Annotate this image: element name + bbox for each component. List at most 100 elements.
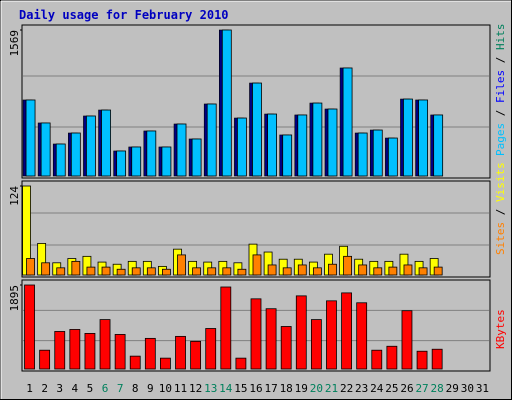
legend-entry: Files xyxy=(494,70,507,103)
x-tick-label: 23 xyxy=(355,382,368,395)
x-tick-label: 16 xyxy=(249,382,262,395)
bar xyxy=(433,114,444,177)
x-tick-label: 1 xyxy=(26,382,33,395)
x-tick-label: 24 xyxy=(370,382,384,395)
bar xyxy=(26,258,35,276)
bar xyxy=(252,254,262,276)
bar xyxy=(386,345,398,370)
bar xyxy=(101,109,111,177)
bar xyxy=(84,333,96,370)
x-tick-label: 6 xyxy=(102,382,109,395)
x-tick-label: 15 xyxy=(234,382,247,395)
bar xyxy=(177,254,186,276)
legend-entry: Sites xyxy=(494,222,507,255)
legend-entry: Pages xyxy=(494,123,507,156)
bar xyxy=(131,267,141,276)
bar xyxy=(176,123,187,177)
chart-title: Daily usage for February 2010 xyxy=(19,8,229,22)
bar xyxy=(146,267,156,276)
bar xyxy=(207,267,217,276)
bar xyxy=(70,132,81,177)
x-tick-label: 21 xyxy=(325,382,338,395)
bar xyxy=(403,98,413,177)
bar xyxy=(221,29,232,177)
bar xyxy=(403,264,413,276)
x-tick-label: 22 xyxy=(340,382,353,395)
bar xyxy=(388,266,398,276)
x-tick-label: 17 xyxy=(264,382,277,395)
x-tick-label: 12 xyxy=(189,382,202,395)
x-tick-label: 7 xyxy=(117,382,124,395)
legend-entry: / xyxy=(494,202,507,222)
bar xyxy=(297,114,308,177)
x-tick-label: 29 xyxy=(446,382,459,395)
bar xyxy=(401,310,413,370)
bar xyxy=(116,150,127,177)
y-tick-label: 124 xyxy=(8,186,21,206)
bar xyxy=(373,267,383,276)
bar xyxy=(24,284,35,370)
bar xyxy=(310,319,322,370)
bar xyxy=(54,331,66,370)
bar xyxy=(343,255,352,276)
bar xyxy=(162,268,171,276)
bar xyxy=(192,267,202,276)
bar xyxy=(205,328,217,370)
x-tick-label: 31 xyxy=(476,382,489,395)
bar xyxy=(418,267,428,276)
bar xyxy=(101,266,111,276)
bar xyxy=(341,292,352,370)
bar xyxy=(40,122,51,177)
y-tick-label: 1569 xyxy=(8,30,21,57)
bar xyxy=(99,319,111,370)
bar xyxy=(326,300,337,370)
x-tick-label: 8 xyxy=(132,382,139,395)
x-tick-label: 5 xyxy=(87,382,94,395)
bar xyxy=(144,337,156,370)
bar xyxy=(312,102,323,177)
bar xyxy=(312,267,322,276)
bar xyxy=(114,334,126,370)
bar xyxy=(191,138,202,177)
bar xyxy=(55,143,66,177)
bar xyxy=(39,349,51,370)
x-tick-label: 3 xyxy=(56,382,63,395)
legend-entry: Hits xyxy=(494,24,507,51)
bar xyxy=(356,302,368,370)
bar xyxy=(129,355,141,370)
bar xyxy=(41,262,51,276)
y-tick-label: 1895 xyxy=(8,285,21,312)
bar xyxy=(250,298,262,370)
bar xyxy=(86,266,96,276)
bar xyxy=(116,268,126,276)
legend-entry: / xyxy=(494,103,507,123)
x-tick-label: 25 xyxy=(385,382,398,395)
x-tick-label: 20 xyxy=(310,382,323,395)
bar xyxy=(280,326,292,370)
bar xyxy=(131,146,142,177)
bar xyxy=(146,130,157,177)
legend: Pages / Files / Hits xyxy=(494,24,507,157)
bar xyxy=(206,103,217,177)
legend-entry: / xyxy=(494,50,507,70)
bar xyxy=(295,295,307,370)
bar xyxy=(235,357,247,370)
bar xyxy=(297,264,307,276)
bar xyxy=(371,349,383,370)
bar xyxy=(267,264,277,276)
x-tick-label: 28 xyxy=(431,382,444,395)
bar xyxy=(282,134,293,177)
bar xyxy=(71,260,81,276)
x-tick-label: 26 xyxy=(400,382,413,395)
bar xyxy=(342,67,353,177)
bar xyxy=(25,99,36,177)
bar xyxy=(327,108,338,177)
bar xyxy=(161,146,172,177)
legend-entry: Visits xyxy=(494,162,507,202)
bar xyxy=(69,329,81,370)
x-tick-label: 13 xyxy=(204,382,217,395)
bar xyxy=(357,132,368,177)
bar xyxy=(220,286,232,370)
bar xyxy=(328,263,337,276)
